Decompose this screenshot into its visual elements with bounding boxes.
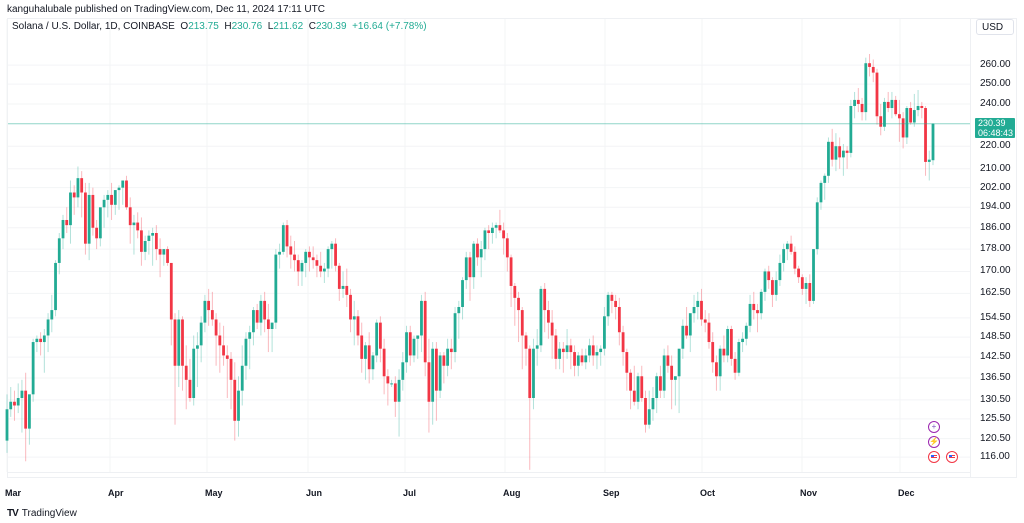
price-axis-label: 120.50 bbox=[980, 432, 1011, 444]
us-flag-icon[interactable] bbox=[928, 451, 940, 463]
time-axis-divider bbox=[7, 472, 970, 473]
time-axis-label: Sep bbox=[603, 488, 620, 498]
time-axis-label: May bbox=[205, 488, 223, 498]
time-axis-label: Apr bbox=[108, 488, 124, 498]
price-axis-label: 240.00 bbox=[980, 97, 1011, 109]
last-price-tag: 230.39 06:48:43 bbox=[975, 117, 1015, 138]
symbol-title: Solana / U.S. Dollar, 1D, COINBASE bbox=[12, 21, 175, 32]
price-axis-label: 170.00 bbox=[980, 265, 1011, 277]
time-axis-label: Jul bbox=[403, 488, 417, 498]
price-axis-label: 260.00 bbox=[980, 59, 1011, 71]
price-axis-label: 136.50 bbox=[980, 372, 1011, 384]
price-axis-label: 130.50 bbox=[980, 393, 1011, 405]
tradingview-brand: TradingView bbox=[21, 508, 77, 519]
price-axis-label: 194.00 bbox=[980, 201, 1011, 213]
tradingview-logo-icon: TV bbox=[7, 508, 19, 519]
price-axis-label: 250.00 bbox=[980, 78, 1011, 90]
high-label: H bbox=[224, 21, 232, 32]
price-axis-label: 125.50 bbox=[980, 412, 1011, 424]
change-value: +16.64 (+7.78%) bbox=[352, 21, 427, 32]
open-value: 213.75 bbox=[188, 21, 219, 32]
price-axis-label: 178.00 bbox=[980, 243, 1011, 255]
last-price: 230.39 bbox=[978, 117, 1006, 128]
symbol-legend: Solana / U.S. Dollar, 1D, COINBASE O213.… bbox=[12, 21, 427, 32]
low-value: 211.62 bbox=[273, 21, 304, 32]
price-axis-label: 148.50 bbox=[980, 331, 1011, 343]
time-axis-label: Nov bbox=[800, 488, 818, 498]
time-axis-label: Dec bbox=[898, 488, 915, 498]
close-label: C bbox=[308, 21, 316, 32]
price-axis-label: 154.50 bbox=[980, 311, 1011, 323]
currency-button[interactable]: USD bbox=[976, 19, 1014, 35]
high-value: 230.76 bbox=[231, 21, 263, 32]
price-axis-label: 202.00 bbox=[980, 181, 1011, 193]
price-axis-label: 186.00 bbox=[980, 221, 1011, 233]
tradingview-logo[interactable]: TV TradingView bbox=[7, 508, 77, 519]
earnings-icon[interactable]: ⚡ bbox=[928, 436, 940, 448]
low-label: L bbox=[267, 21, 274, 32]
ipo-icon[interactable]: + bbox=[928, 421, 940, 433]
open-label: O bbox=[180, 21, 189, 32]
us-flag-icon[interactable] bbox=[946, 451, 958, 463]
close-value: 230.39 bbox=[315, 21, 347, 32]
time-axis-label: Mar bbox=[5, 488, 22, 498]
price-axis-label: 162.50 bbox=[980, 287, 1011, 299]
time-axis-label: Jun bbox=[306, 488, 323, 498]
publish-info: kanguhalubale published on TradingView.c… bbox=[7, 4, 325, 15]
time-axis-label: Aug bbox=[503, 488, 521, 498]
price-axis-divider bbox=[970, 18, 971, 478]
price-axis-label: 142.50 bbox=[980, 351, 1011, 363]
price-axis-label: 210.00 bbox=[980, 162, 1011, 174]
time-axis-label: Oct bbox=[700, 488, 716, 498]
price-axis-label: 116.00 bbox=[980, 451, 1010, 463]
price-axis-label: 220.00 bbox=[980, 140, 1011, 152]
bar-countdown: 06:48:43 bbox=[978, 127, 1014, 138]
